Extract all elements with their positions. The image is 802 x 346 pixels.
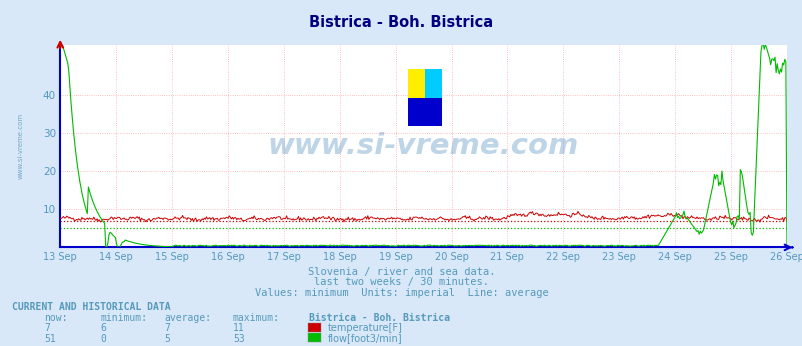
Bar bbox=[407, 69, 424, 98]
Text: average:: average: bbox=[164, 313, 212, 323]
Text: 6: 6 bbox=[100, 323, 106, 333]
Text: 51: 51 bbox=[44, 334, 56, 344]
Text: last two weeks / 30 minutes.: last two weeks / 30 minutes. bbox=[314, 277, 488, 288]
Text: Slovenia / river and sea data.: Slovenia / river and sea data. bbox=[307, 267, 495, 277]
Text: www.si-vreme.com: www.si-vreme.com bbox=[17, 113, 23, 179]
Text: 11: 11 bbox=[233, 323, 245, 333]
Text: Values: minimum  Units: imperial  Line: average: Values: minimum Units: imperial Line: av… bbox=[254, 288, 548, 298]
Bar bbox=[407, 98, 442, 126]
Text: 5: 5 bbox=[164, 334, 170, 344]
Text: Bistrica - Boh. Bistrica: Bistrica - Boh. Bistrica bbox=[309, 15, 493, 30]
Text: 7: 7 bbox=[164, 323, 170, 333]
Text: Bistrica - Boh. Bistrica: Bistrica - Boh. Bistrica bbox=[309, 313, 450, 323]
Text: now:: now: bbox=[44, 313, 67, 323]
Text: 0: 0 bbox=[100, 334, 106, 344]
Polygon shape bbox=[424, 69, 442, 98]
Text: flow[foot3/min]: flow[foot3/min] bbox=[327, 334, 402, 344]
Text: 7: 7 bbox=[44, 323, 50, 333]
Text: 53: 53 bbox=[233, 334, 245, 344]
Text: www.si-vreme.com: www.si-vreme.com bbox=[268, 132, 578, 160]
Bar bbox=[424, 69, 442, 98]
Text: minimum:: minimum: bbox=[100, 313, 148, 323]
Text: maximum:: maximum: bbox=[233, 313, 280, 323]
Text: temperature[F]: temperature[F] bbox=[327, 323, 402, 333]
Text: CURRENT AND HISTORICAL DATA: CURRENT AND HISTORICAL DATA bbox=[12, 302, 171, 312]
